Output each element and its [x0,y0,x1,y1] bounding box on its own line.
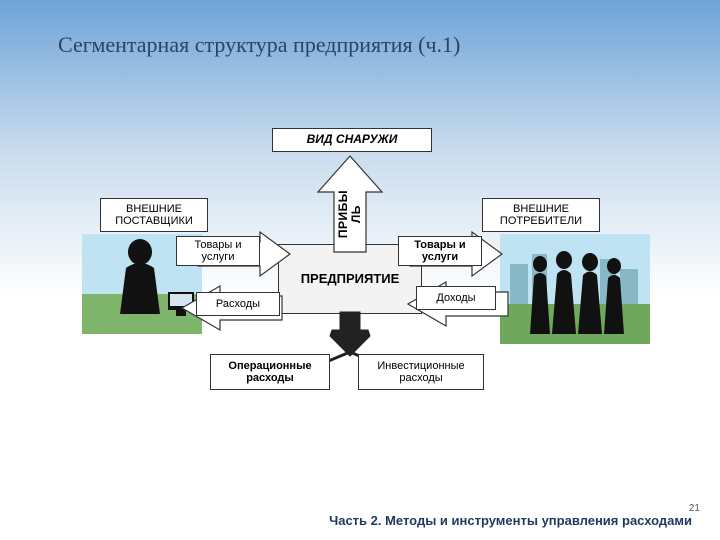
footer-text: Часть 2. Методы и инструменты управления… [329,513,692,528]
page-title: Сегментарная структура предприятия (ч.1) [58,32,460,58]
op-expenses-label: Операционные расходы [228,360,311,384]
inv-expenses-box: Инвестиционные расходы [358,354,484,390]
right-header-box: ВНЕШНИЕ ПОТРЕБИТЕЛИ [482,198,600,232]
center-label: ПРЕДПРИЯТИЕ [301,272,400,286]
op-expenses-box: Операционные расходы [210,354,330,390]
income-box: Доходы [416,286,496,310]
profit-label-box: ПРИБЫ ЛЬ [337,184,363,244]
goods-left-box: Товары и услуги [176,236,260,266]
expenses-label: Расходы [216,298,260,310]
goods-left-label: Товары и услуги [194,239,241,263]
arrow-down-split [320,312,380,360]
top-label-box: ВИД СНАРУЖИ [272,128,432,152]
income-label: Доходы [436,292,475,304]
goods-right-label: Товары и услуги [414,239,465,263]
expenses-box: Расходы [196,292,280,316]
goods-right-box: Товары и услуги [398,236,482,266]
right-illustration [500,234,650,344]
left-header-box: ВНЕШНИЕ ПОСТАВЩИКИ [100,198,208,232]
profit-label: ПРИБЫ ЛЬ [337,190,363,238]
top-label: ВИД СНАРУЖИ [307,133,398,146]
right-header: ВНЕШНИЕ ПОТРЕБИТЕЛИ [500,203,582,227]
left-header: ВНЕШНИЕ ПОСТАВЩИКИ [115,203,193,227]
inv-expenses-label: Инвестиционные расходы [377,360,464,384]
